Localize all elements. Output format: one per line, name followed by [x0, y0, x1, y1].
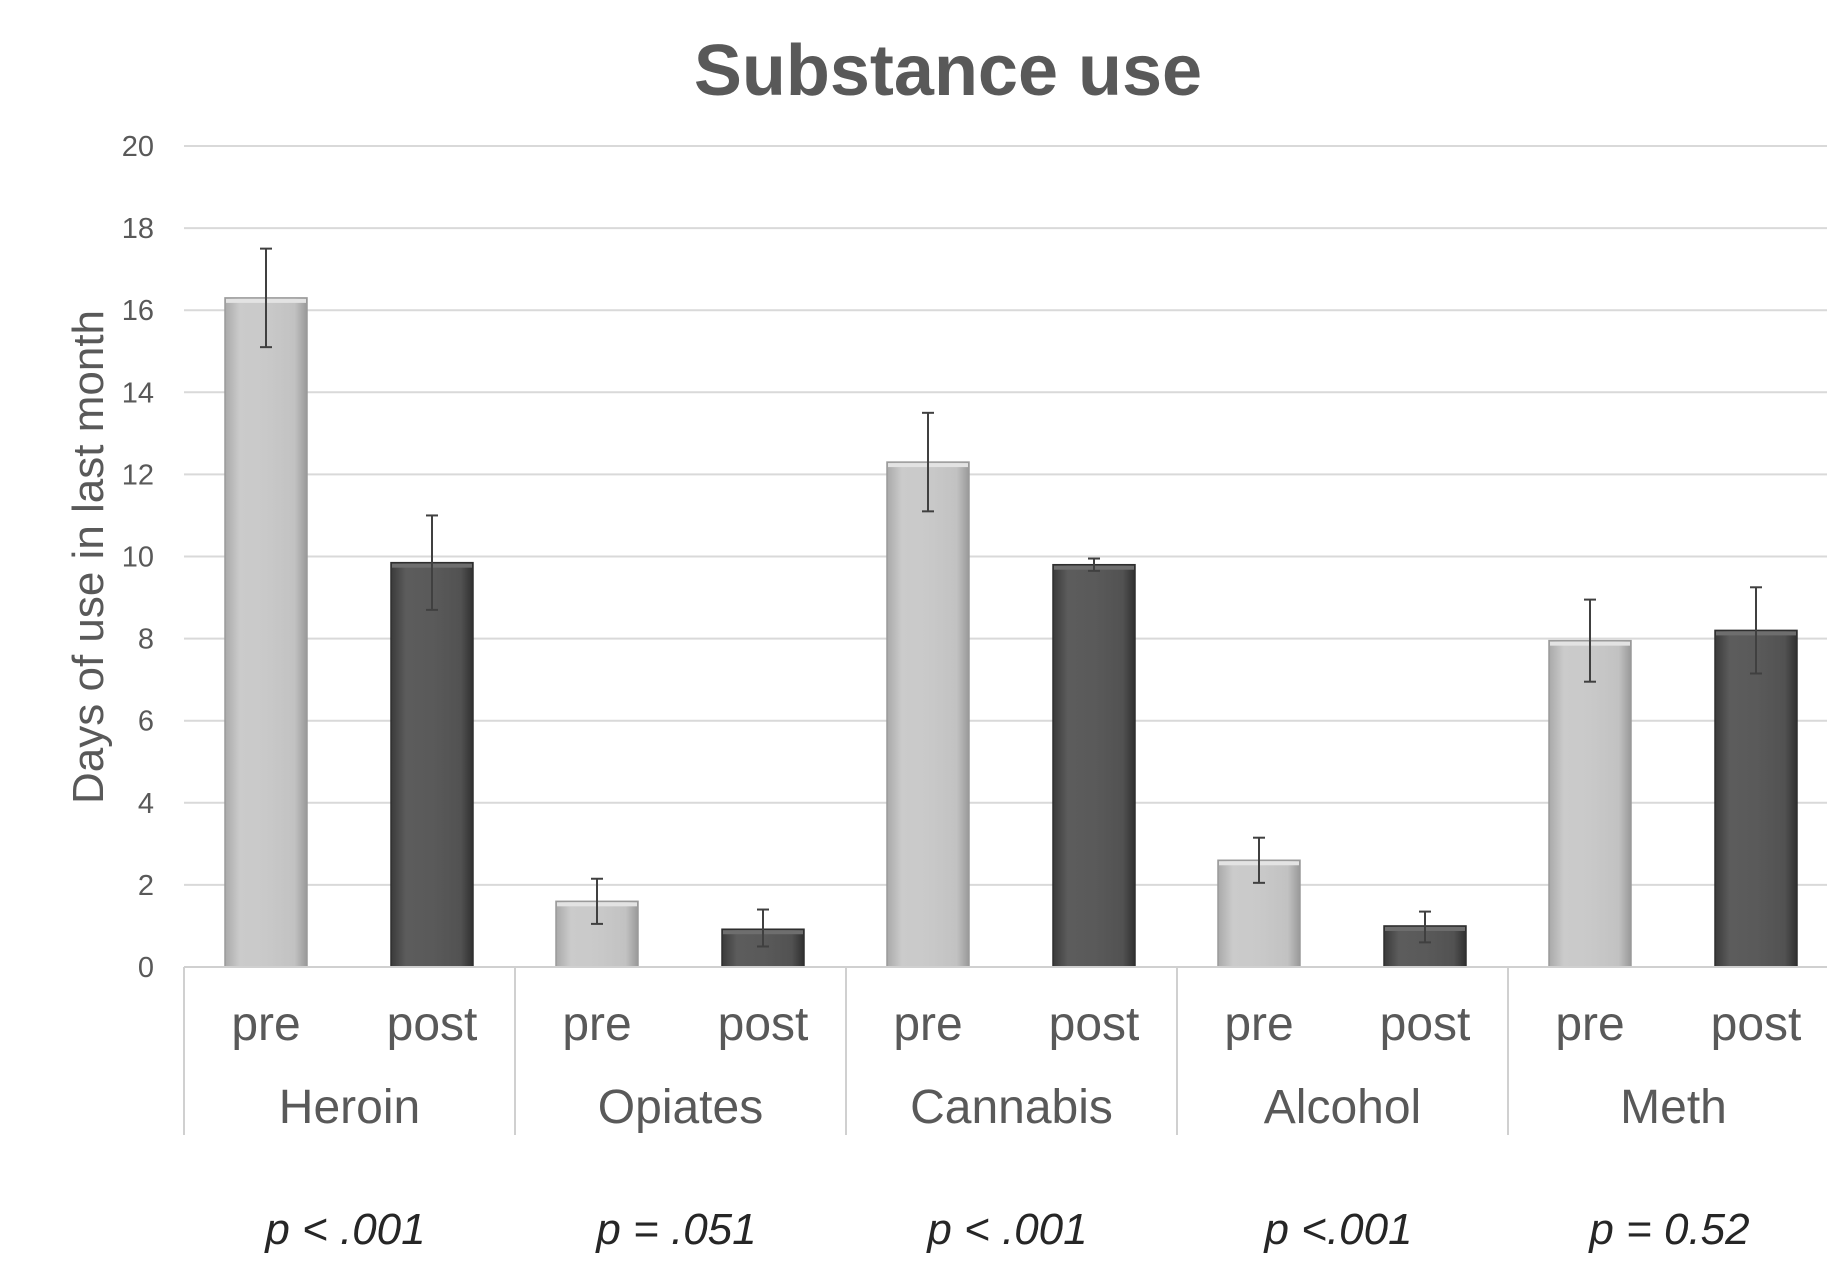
bar-meth-pre [1548, 639, 1632, 968]
p-value-label: p = 0.52 [1587, 1205, 1749, 1254]
y-tick-label: 2 [138, 870, 154, 902]
group-label: Alcohol [1264, 1081, 1421, 1134]
bar-cannabis-pre [886, 461, 970, 968]
p-value-label: p < .001 [925, 1205, 1087, 1254]
y-tick-label: 0 [138, 952, 154, 984]
group-label: Opiates [598, 1081, 763, 1134]
x-tick-post: post [1049, 998, 1140, 1051]
p-values: p < .001 p = .051 p < .001 p <.001 p = 0.52 [263, 1205, 1749, 1254]
bar-heroin-pre [224, 297, 308, 968]
y-tick-label: 6 [138, 706, 154, 738]
bars [224, 297, 1798, 968]
group-label: Heroin [279, 1081, 420, 1134]
bar-meth-post [1714, 629, 1798, 968]
error-bars [260, 247, 1762, 948]
x-tick-post: post [1380, 998, 1471, 1051]
group-label: Meth [1620, 1081, 1727, 1134]
x-tick-pre: pre [562, 998, 631, 1051]
x-axis: pre post Heroin pre post Opiates pre post Cannab… [183, 966, 1827, 1135]
y-tick-label: 16 [122, 295, 154, 327]
x-tick-post: post [387, 998, 478, 1051]
p-value-label: p = .051 [594, 1205, 756, 1254]
x-tick-post: post [718, 998, 809, 1051]
chart-title: Substance use [694, 31, 1202, 111]
p-value-label: p < .001 [263, 1205, 425, 1254]
bar-cannabis-post [1052, 563, 1136, 968]
y-tick-label: 4 [138, 788, 154, 820]
y-tick-label: 20 [122, 131, 154, 163]
x-tick-pre: pre [1555, 998, 1624, 1051]
group-label: Cannabis [910, 1081, 1113, 1134]
x-tick-pre: pre [231, 998, 300, 1051]
y-axis-ticks: 0 2 4 6 8 10 12 14 16 18 20 [122, 131, 154, 984]
y-tick-label: 18 [122, 213, 154, 245]
y-tick-label: 12 [122, 459, 154, 491]
x-tick-pre: pre [1224, 998, 1293, 1051]
y-tick-label: 10 [122, 542, 154, 574]
x-tick-pre: pre [893, 998, 962, 1051]
y-tick-label: 14 [122, 377, 154, 409]
y-axis-label: Days of use in last month [64, 310, 113, 804]
bar-heroin-post [390, 561, 474, 968]
x-tick-post: post [1711, 998, 1802, 1051]
y-tick-label: 8 [138, 624, 154, 656]
p-value-label: p <.001 [1262, 1205, 1412, 1254]
